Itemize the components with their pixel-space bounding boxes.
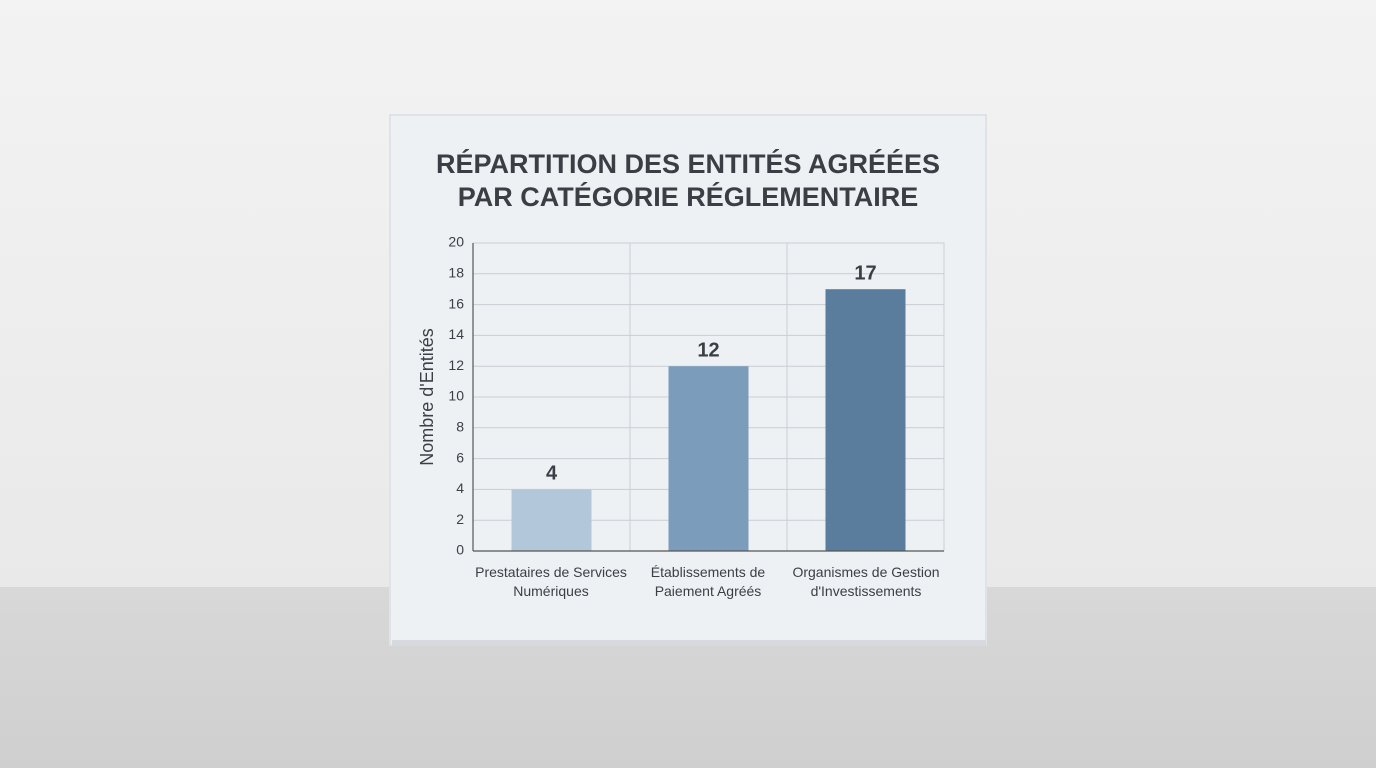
- x-tick-label: Organismes de Gestion d'Investissements: [792, 564, 940, 599]
- value-label: 17: [854, 262, 876, 284]
- bar: [511, 489, 592, 551]
- value-label: 4: [546, 463, 558, 485]
- bar: [668, 366, 749, 551]
- y-tick-label: 2: [456, 511, 464, 527]
- plot: 0 2 4 6 8 10 12 14 16 18 20 4 12 17: [448, 234, 945, 558]
- y-tick-label: 6: [456, 449, 464, 465]
- y-tick-label: 4: [456, 480, 464, 496]
- y-tick-label: 14: [448, 326, 464, 342]
- panel-edge: [392, 640, 986, 646]
- x-tick-label: Prestataires de Services Numériques: [475, 564, 627, 599]
- y-tick-label: 20: [448, 234, 464, 250]
- x-tick-label: Établissements de Paiement Agréés: [650, 564, 766, 599]
- y-tick-label: 10: [448, 388, 464, 404]
- bar: [825, 289, 906, 551]
- y-tick-label: 12: [448, 357, 464, 373]
- y-tick-label: 8: [456, 419, 464, 435]
- y-tick-label: 16: [448, 295, 464, 311]
- y-tick-label: 18: [448, 265, 464, 281]
- y-tick-label: 0: [456, 542, 464, 558]
- value-label: 12: [697, 339, 719, 361]
- chart-title: RÉPARTITION DES ENTITÉS AGRÉÉES PAR CATÉ…: [435, 149, 941, 212]
- y-axis-label: Nombre d'Entités: [417, 328, 437, 466]
